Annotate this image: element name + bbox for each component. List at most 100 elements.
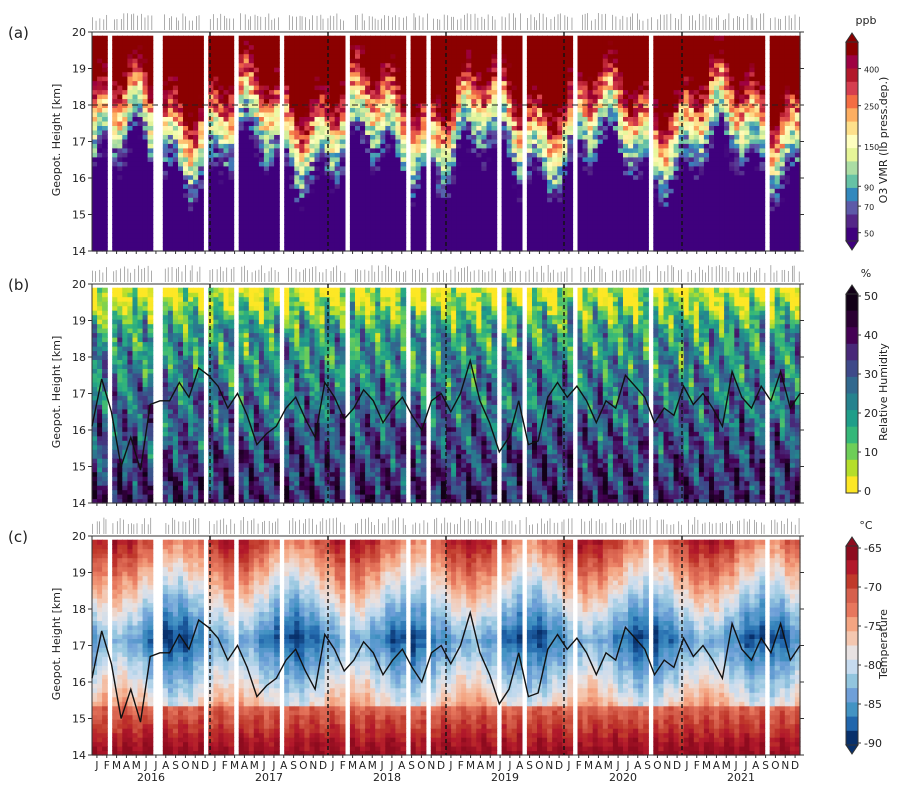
colorbar-label: Relative Humidity	[877, 343, 890, 441]
x-tick-label: D	[791, 760, 799, 772]
panel-label: (b)	[8, 276, 29, 294]
heatmap-plot: 14 15 16 17 18 19 20	[72, 517, 804, 762]
colorbar-segment	[846, 174, 858, 189]
colorbar-segment	[846, 602, 858, 618]
year-label: 2017	[255, 771, 283, 784]
x-tick-label: M	[584, 760, 593, 772]
colorbar-segment	[846, 95, 858, 109]
x-tick-label: A	[752, 760, 760, 772]
colorbar-extend-max	[845, 284, 859, 295]
colorbar-segment	[846, 645, 858, 661]
heatmap-plot: 14 15 16 17 18 19 20	[72, 265, 804, 510]
colorbar-segment	[846, 546, 858, 561]
x-tick-label: J	[380, 760, 384, 772]
colorbar-extend-max	[845, 536, 859, 547]
colorbar-segment	[846, 702, 858, 718]
colorbar-segment	[846, 588, 858, 604]
x-tick-label: D	[673, 760, 681, 772]
colorbar-tick-label: -65	[864, 542, 882, 555]
x-tick-label: M	[604, 760, 613, 772]
year-label: 2019	[491, 771, 519, 784]
y-tick-label: 16	[72, 424, 86, 437]
y-axis-label: Geopot. Height [km]	[50, 84, 63, 197]
tropopause-line	[91, 358, 801, 471]
colorbar-segment	[846, 310, 858, 328]
colorbar-segment	[846, 459, 858, 477]
x-tick-label: J	[498, 760, 502, 772]
y-tick-label: 15	[72, 209, 86, 222]
x-tick-label: S	[290, 760, 297, 772]
colorbar-segment	[846, 631, 858, 646]
panel-label: (c)	[8, 528, 28, 546]
x-tick-label: N	[781, 760, 789, 772]
colorbar-segment	[846, 294, 858, 312]
colorbar-segment	[846, 201, 858, 215]
x-tick-label: A	[280, 760, 288, 772]
colorbar-segment	[846, 187, 858, 202]
x-tick-label: D	[437, 760, 445, 772]
colorbar: 50 40 30 20 10 0	[845, 284, 878, 498]
x-tick-label: A	[595, 760, 603, 772]
x-tick-label: S	[408, 760, 415, 772]
y-tick-label: 14	[72, 245, 86, 258]
x-tick-label: M	[250, 760, 259, 772]
x-tick-label: J	[153, 760, 157, 772]
x-tick-label: A	[477, 760, 485, 772]
y-tick-label: 17	[72, 640, 86, 653]
colorbar-tick-label: -85	[864, 698, 882, 711]
x-tick-label: D	[319, 760, 327, 772]
y-tick-label: 16	[72, 172, 86, 185]
x-tick-label: M	[486, 760, 495, 772]
x-tick-label: A	[241, 760, 249, 772]
colorbar-tick-label: -90	[864, 737, 882, 750]
colorbar-tick-label: -75	[864, 620, 882, 633]
colorbar-segment	[846, 148, 858, 162]
x-tick-label: S	[644, 760, 651, 772]
x-tick-label: J	[262, 760, 266, 772]
colorbar-tick-label: -70	[864, 581, 882, 594]
x-tick-label: S	[762, 760, 769, 772]
x-tick-label: M	[112, 760, 121, 772]
x-tick-label: J	[271, 760, 275, 772]
tropopause-line	[91, 610, 801, 723]
year-label: 2018	[373, 771, 401, 784]
x-tick-label: N	[309, 760, 317, 772]
x-tick-label: M	[722, 760, 731, 772]
y-tick-label: 20	[72, 278, 86, 291]
panel-c: (c) Geopot. Height [km] 14 15 16 17 18 19 20 -…	[8, 517, 890, 762]
heatmap-cells	[92, 539, 801, 756]
x-tick-label: F	[458, 760, 464, 772]
x-tick-label: O	[299, 760, 307, 772]
x-tick-label: J	[448, 760, 452, 772]
y-axis-label: Geopot. Height [km]	[50, 336, 63, 449]
y-tick-label: 15	[72, 461, 86, 474]
x-tick-label: A	[516, 760, 524, 772]
colorbar-tick-label: 50	[864, 230, 874, 239]
y-tick-label: 19	[72, 63, 86, 76]
x-tick-label: J	[684, 760, 688, 772]
x-tick-label: A	[359, 760, 367, 772]
heatmap-plot: 14 15 16 17 18 19 20	[72, 13, 804, 258]
colorbar-unit: %	[861, 267, 871, 280]
colorbar-segment	[846, 393, 858, 411]
colorbar-segment	[846, 55, 858, 70]
colorbar-unit: °C	[859, 519, 873, 532]
x-tick-label: J	[212, 760, 216, 772]
x-tick-label: A	[162, 760, 170, 772]
x-tick-label: J	[625, 760, 629, 772]
colorbar-tick-label: 50	[864, 290, 878, 303]
colorbar-tick-label: -80	[864, 659, 882, 672]
x-tick-label: J	[330, 760, 334, 772]
y-tick-label: 19	[72, 567, 86, 580]
x-tick-label: M	[368, 760, 377, 772]
x-tick-label: D	[201, 760, 209, 772]
colorbar-segment	[846, 376, 858, 394]
x-tick-label: J	[616, 760, 620, 772]
colorbar-segment	[846, 426, 858, 444]
y-tick-label: 19	[72, 315, 86, 328]
colorbar-segment	[846, 161, 858, 176]
x-tick-label: O	[771, 760, 779, 772]
colorbar-tick-label: 70	[864, 203, 874, 212]
x-tick-label: J	[734, 760, 738, 772]
